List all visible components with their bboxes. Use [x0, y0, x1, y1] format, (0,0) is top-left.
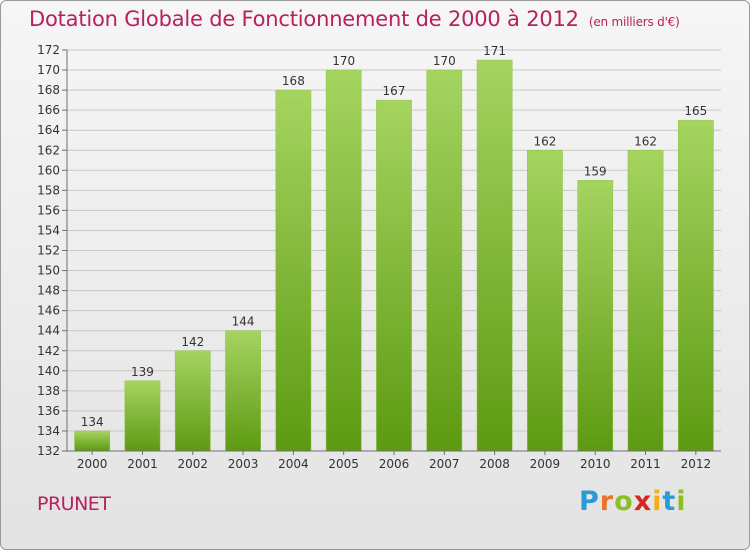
data-label-2010: 159 [584, 164, 607, 178]
data-label-2001: 139 [131, 365, 154, 379]
x-tick-label-2001: 2001 [127, 457, 158, 471]
bar-2010 [577, 180, 614, 452]
bar-2011 [627, 150, 664, 452]
y-tick-label: 164 [37, 123, 60, 137]
y-tick-label: 168 [37, 83, 60, 97]
chart-title-text: Dotation Globale de Fonctionnement de 20… [29, 7, 579, 31]
data-label-2008: 171 [483, 44, 506, 58]
y-tick-label: 136 [37, 404, 60, 418]
x-tick-label-2004: 2004 [278, 457, 309, 471]
bar-2000 [74, 430, 111, 452]
y-tick-label: 154 [37, 223, 60, 237]
data-label-2009: 162 [533, 134, 556, 148]
x-tick-label-2006: 2006 [379, 457, 410, 471]
bar-2007 [426, 69, 463, 452]
data-label-2004: 168 [282, 74, 305, 88]
y-tick-label: 146 [37, 304, 60, 318]
axes: 132 134 136 138 140 142 144 146 148 150 152 154 156 1… [37, 43, 721, 471]
x-tick-label-2007: 2007 [429, 457, 460, 471]
bar-2006 [376, 99, 412, 452]
x-tick-label-2000: 2000 [77, 457, 108, 471]
y-tick-label: 156 [37, 203, 60, 217]
x-tick-label-2010: 2010 [580, 457, 611, 471]
bars [74, 59, 714, 452]
bar-2012 [677, 119, 714, 452]
x-tick-label-2008: 2008 [479, 457, 510, 471]
y-tick-label: 138 [37, 384, 60, 398]
bar-2004 [275, 89, 312, 452]
y-tick-label: 148 [37, 284, 60, 298]
y-tick-label: 158 [37, 183, 60, 197]
data-label-2002: 142 [181, 335, 204, 349]
bar-2008 [476, 59, 513, 452]
bar-2005 [325, 69, 362, 452]
x-tick-label-2009: 2009 [530, 457, 561, 471]
y-tick-label: 160 [37, 163, 60, 177]
chart-title: Dotation Globale de Fonctionnement de 20… [29, 7, 680, 31]
y-tick-label: 152 [37, 244, 60, 258]
chart-unit-label: (en milliers d'€) [588, 15, 680, 29]
x-tick-label-2002: 2002 [177, 457, 208, 471]
proxiti-logo: Proxiti [579, 486, 687, 517]
data-label-2012: 165 [684, 104, 707, 118]
y-tick-label: 166 [37, 103, 60, 117]
data-label-2005: 170 [332, 54, 355, 68]
x-tick-label-2005: 2005 [328, 457, 359, 471]
y-tick-label: 170 [37, 63, 60, 77]
data-label-2000: 134 [81, 415, 104, 429]
y-tick-label: 134 [37, 424, 60, 438]
commune-name: PRUNET [37, 493, 111, 515]
data-label-2006: 167 [383, 84, 406, 98]
x-tick-label-2003: 2003 [228, 457, 259, 471]
bar-2002 [174, 350, 211, 452]
data-label-2003: 144 [232, 315, 255, 329]
y-tick-label: 162 [37, 143, 60, 157]
x-tick-label-2012: 2012 [681, 457, 712, 471]
y-tick-label: 132 [37, 444, 60, 458]
x-tick-label-2011: 2011 [630, 457, 661, 471]
data-labels: 134 139 142 144 168 170 167 170 171 162 159 162 165 [81, 44, 708, 429]
y-tick-label: 144 [37, 324, 60, 338]
bar-2001 [124, 380, 161, 452]
data-label-2007: 170 [433, 54, 456, 68]
bar-2003 [225, 330, 261, 452]
y-tick-label: 142 [37, 344, 60, 358]
y-tick-label: 172 [37, 43, 60, 57]
y-tick-label: 150 [37, 264, 60, 278]
data-label-2011: 162 [634, 134, 657, 148]
y-tick-label: 140 [37, 364, 60, 378]
bar-2009 [527, 150, 563, 452]
